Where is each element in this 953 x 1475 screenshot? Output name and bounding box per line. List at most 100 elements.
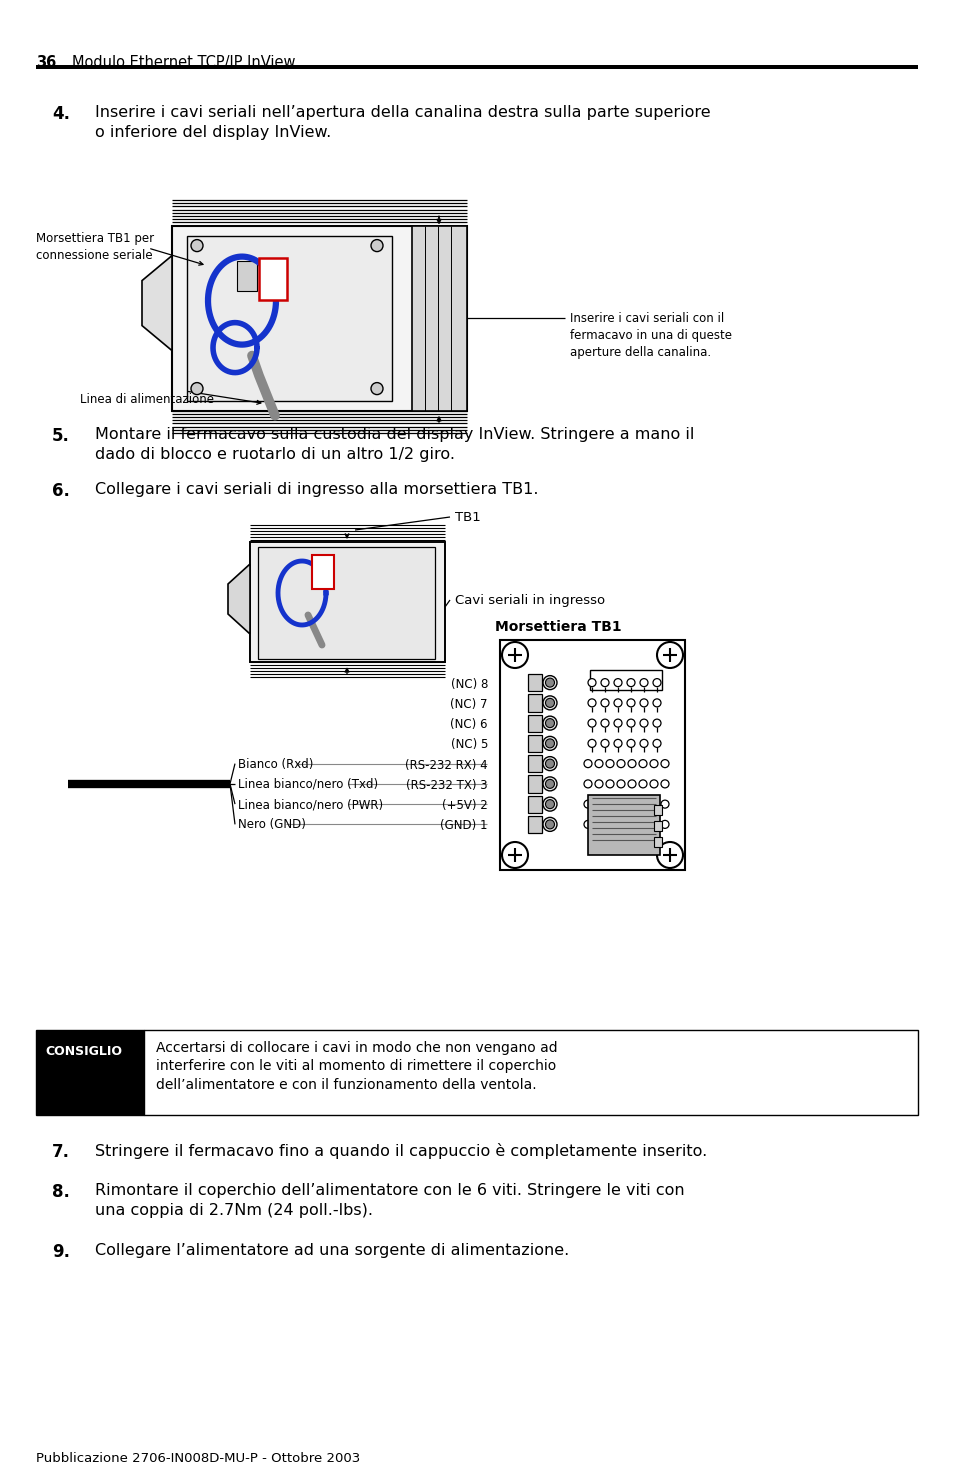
Circle shape xyxy=(595,820,602,829)
Text: 7.: 7. xyxy=(52,1143,70,1161)
Circle shape xyxy=(660,760,668,767)
Circle shape xyxy=(542,777,557,791)
Circle shape xyxy=(657,842,682,867)
Circle shape xyxy=(583,820,592,829)
Circle shape xyxy=(660,780,668,788)
Circle shape xyxy=(191,239,203,252)
Text: (RS-232 TX) 3: (RS-232 TX) 3 xyxy=(406,779,488,792)
Text: Modulo Ethernet TCP/IP InView: Modulo Ethernet TCP/IP InView xyxy=(71,55,295,69)
Bar xyxy=(654,822,661,830)
Text: 6.: 6. xyxy=(52,482,70,500)
Text: Morsettiera TB1 per
connessione seriale: Morsettiera TB1 per connessione seriale xyxy=(36,232,154,263)
Circle shape xyxy=(600,678,608,687)
Circle shape xyxy=(605,760,614,767)
Circle shape xyxy=(639,678,647,687)
Circle shape xyxy=(626,720,635,727)
Circle shape xyxy=(583,780,592,788)
Circle shape xyxy=(542,736,557,751)
Circle shape xyxy=(545,799,554,808)
Circle shape xyxy=(371,239,382,252)
Circle shape xyxy=(649,799,658,808)
Bar xyxy=(654,836,661,847)
Text: Rimontare il coperchio dell’alimentatore con le 6 viti. Stringere le viti con
un: Rimontare il coperchio dell’alimentatore… xyxy=(95,1183,684,1218)
Text: Morsettiera TB1: Morsettiera TB1 xyxy=(495,620,621,634)
Text: Inserire i cavi seriali con il
fermacavo in una di queste
aperture della canalin: Inserire i cavi seriali con il fermacavo… xyxy=(569,311,731,358)
Text: Bianco (Rxd): Bianco (Rxd) xyxy=(237,758,313,770)
Circle shape xyxy=(639,760,646,767)
Text: 5.: 5. xyxy=(52,426,70,445)
Bar xyxy=(527,816,541,833)
Circle shape xyxy=(542,796,557,811)
Text: (NC) 6: (NC) 6 xyxy=(450,718,488,732)
Circle shape xyxy=(542,717,557,730)
Text: Pubblicazione 2706-IN008D-MU-P - Ottobre 2003: Pubblicazione 2706-IN008D-MU-P - Ottobre… xyxy=(36,1451,360,1465)
Circle shape xyxy=(617,820,624,829)
Circle shape xyxy=(639,820,646,829)
Circle shape xyxy=(600,699,608,707)
Circle shape xyxy=(639,799,646,808)
Circle shape xyxy=(542,676,557,690)
Circle shape xyxy=(545,760,554,768)
Bar xyxy=(172,226,467,410)
Bar xyxy=(527,795,541,813)
Text: (NC) 8: (NC) 8 xyxy=(450,677,488,690)
Bar xyxy=(250,541,444,662)
Circle shape xyxy=(501,842,527,867)
Text: Linea bianco/nero (PWR): Linea bianco/nero (PWR) xyxy=(237,798,383,811)
Bar xyxy=(236,261,256,291)
Circle shape xyxy=(639,720,647,727)
Bar xyxy=(499,640,684,870)
Bar xyxy=(527,674,541,692)
Circle shape xyxy=(626,678,635,687)
Circle shape xyxy=(191,382,203,395)
Circle shape xyxy=(545,739,554,748)
Circle shape xyxy=(649,780,658,788)
Circle shape xyxy=(605,780,614,788)
Circle shape xyxy=(605,820,614,829)
Circle shape xyxy=(595,780,602,788)
Circle shape xyxy=(626,699,635,707)
Bar xyxy=(527,755,541,773)
Circle shape xyxy=(614,699,621,707)
Bar xyxy=(527,714,541,732)
Circle shape xyxy=(626,739,635,748)
Circle shape xyxy=(617,760,624,767)
Text: 8.: 8. xyxy=(52,1183,70,1201)
Circle shape xyxy=(545,698,554,708)
Circle shape xyxy=(649,760,658,767)
Text: Linea bianco/nero (Txd): Linea bianco/nero (Txd) xyxy=(237,777,377,791)
Text: Cavi seriali in ingresso: Cavi seriali in ingresso xyxy=(455,594,604,608)
Circle shape xyxy=(600,720,608,727)
Text: 9.: 9. xyxy=(52,1243,70,1261)
Circle shape xyxy=(657,642,682,668)
Circle shape xyxy=(617,799,624,808)
Text: Nero (GND): Nero (GND) xyxy=(237,819,306,832)
Bar xyxy=(654,805,661,816)
Circle shape xyxy=(627,760,636,767)
Circle shape xyxy=(583,760,592,767)
Bar xyxy=(36,1030,144,1115)
Text: Accertarsi di collocare i cavi in modo che non vengano ad
interferire con le vit: Accertarsi di collocare i cavi in modo c… xyxy=(156,1041,558,1092)
Text: Inserire i cavi seriali nell’apertura della canalina destra sulla parte superior: Inserire i cavi seriali nell’apertura de… xyxy=(95,105,710,140)
Circle shape xyxy=(614,720,621,727)
Text: Linea di alimentazione: Linea di alimentazione xyxy=(80,392,213,406)
Bar xyxy=(527,735,541,752)
Circle shape xyxy=(614,739,621,748)
Circle shape xyxy=(595,760,602,767)
Circle shape xyxy=(542,757,557,770)
Circle shape xyxy=(660,820,668,829)
Circle shape xyxy=(545,820,554,829)
Text: Stringere il fermacavo fino a quando il cappuccio è completamente inserito.: Stringere il fermacavo fino a quando il … xyxy=(95,1143,706,1159)
Text: CONSIGLIO: CONSIGLIO xyxy=(45,1044,122,1058)
Bar xyxy=(257,547,435,659)
Circle shape xyxy=(583,799,592,808)
Circle shape xyxy=(587,678,596,687)
Circle shape xyxy=(600,739,608,748)
Circle shape xyxy=(652,699,660,707)
Circle shape xyxy=(649,820,658,829)
Circle shape xyxy=(542,817,557,832)
Circle shape xyxy=(542,696,557,709)
Text: (NC) 7: (NC) 7 xyxy=(450,698,488,711)
Circle shape xyxy=(652,678,660,687)
Circle shape xyxy=(639,739,647,748)
